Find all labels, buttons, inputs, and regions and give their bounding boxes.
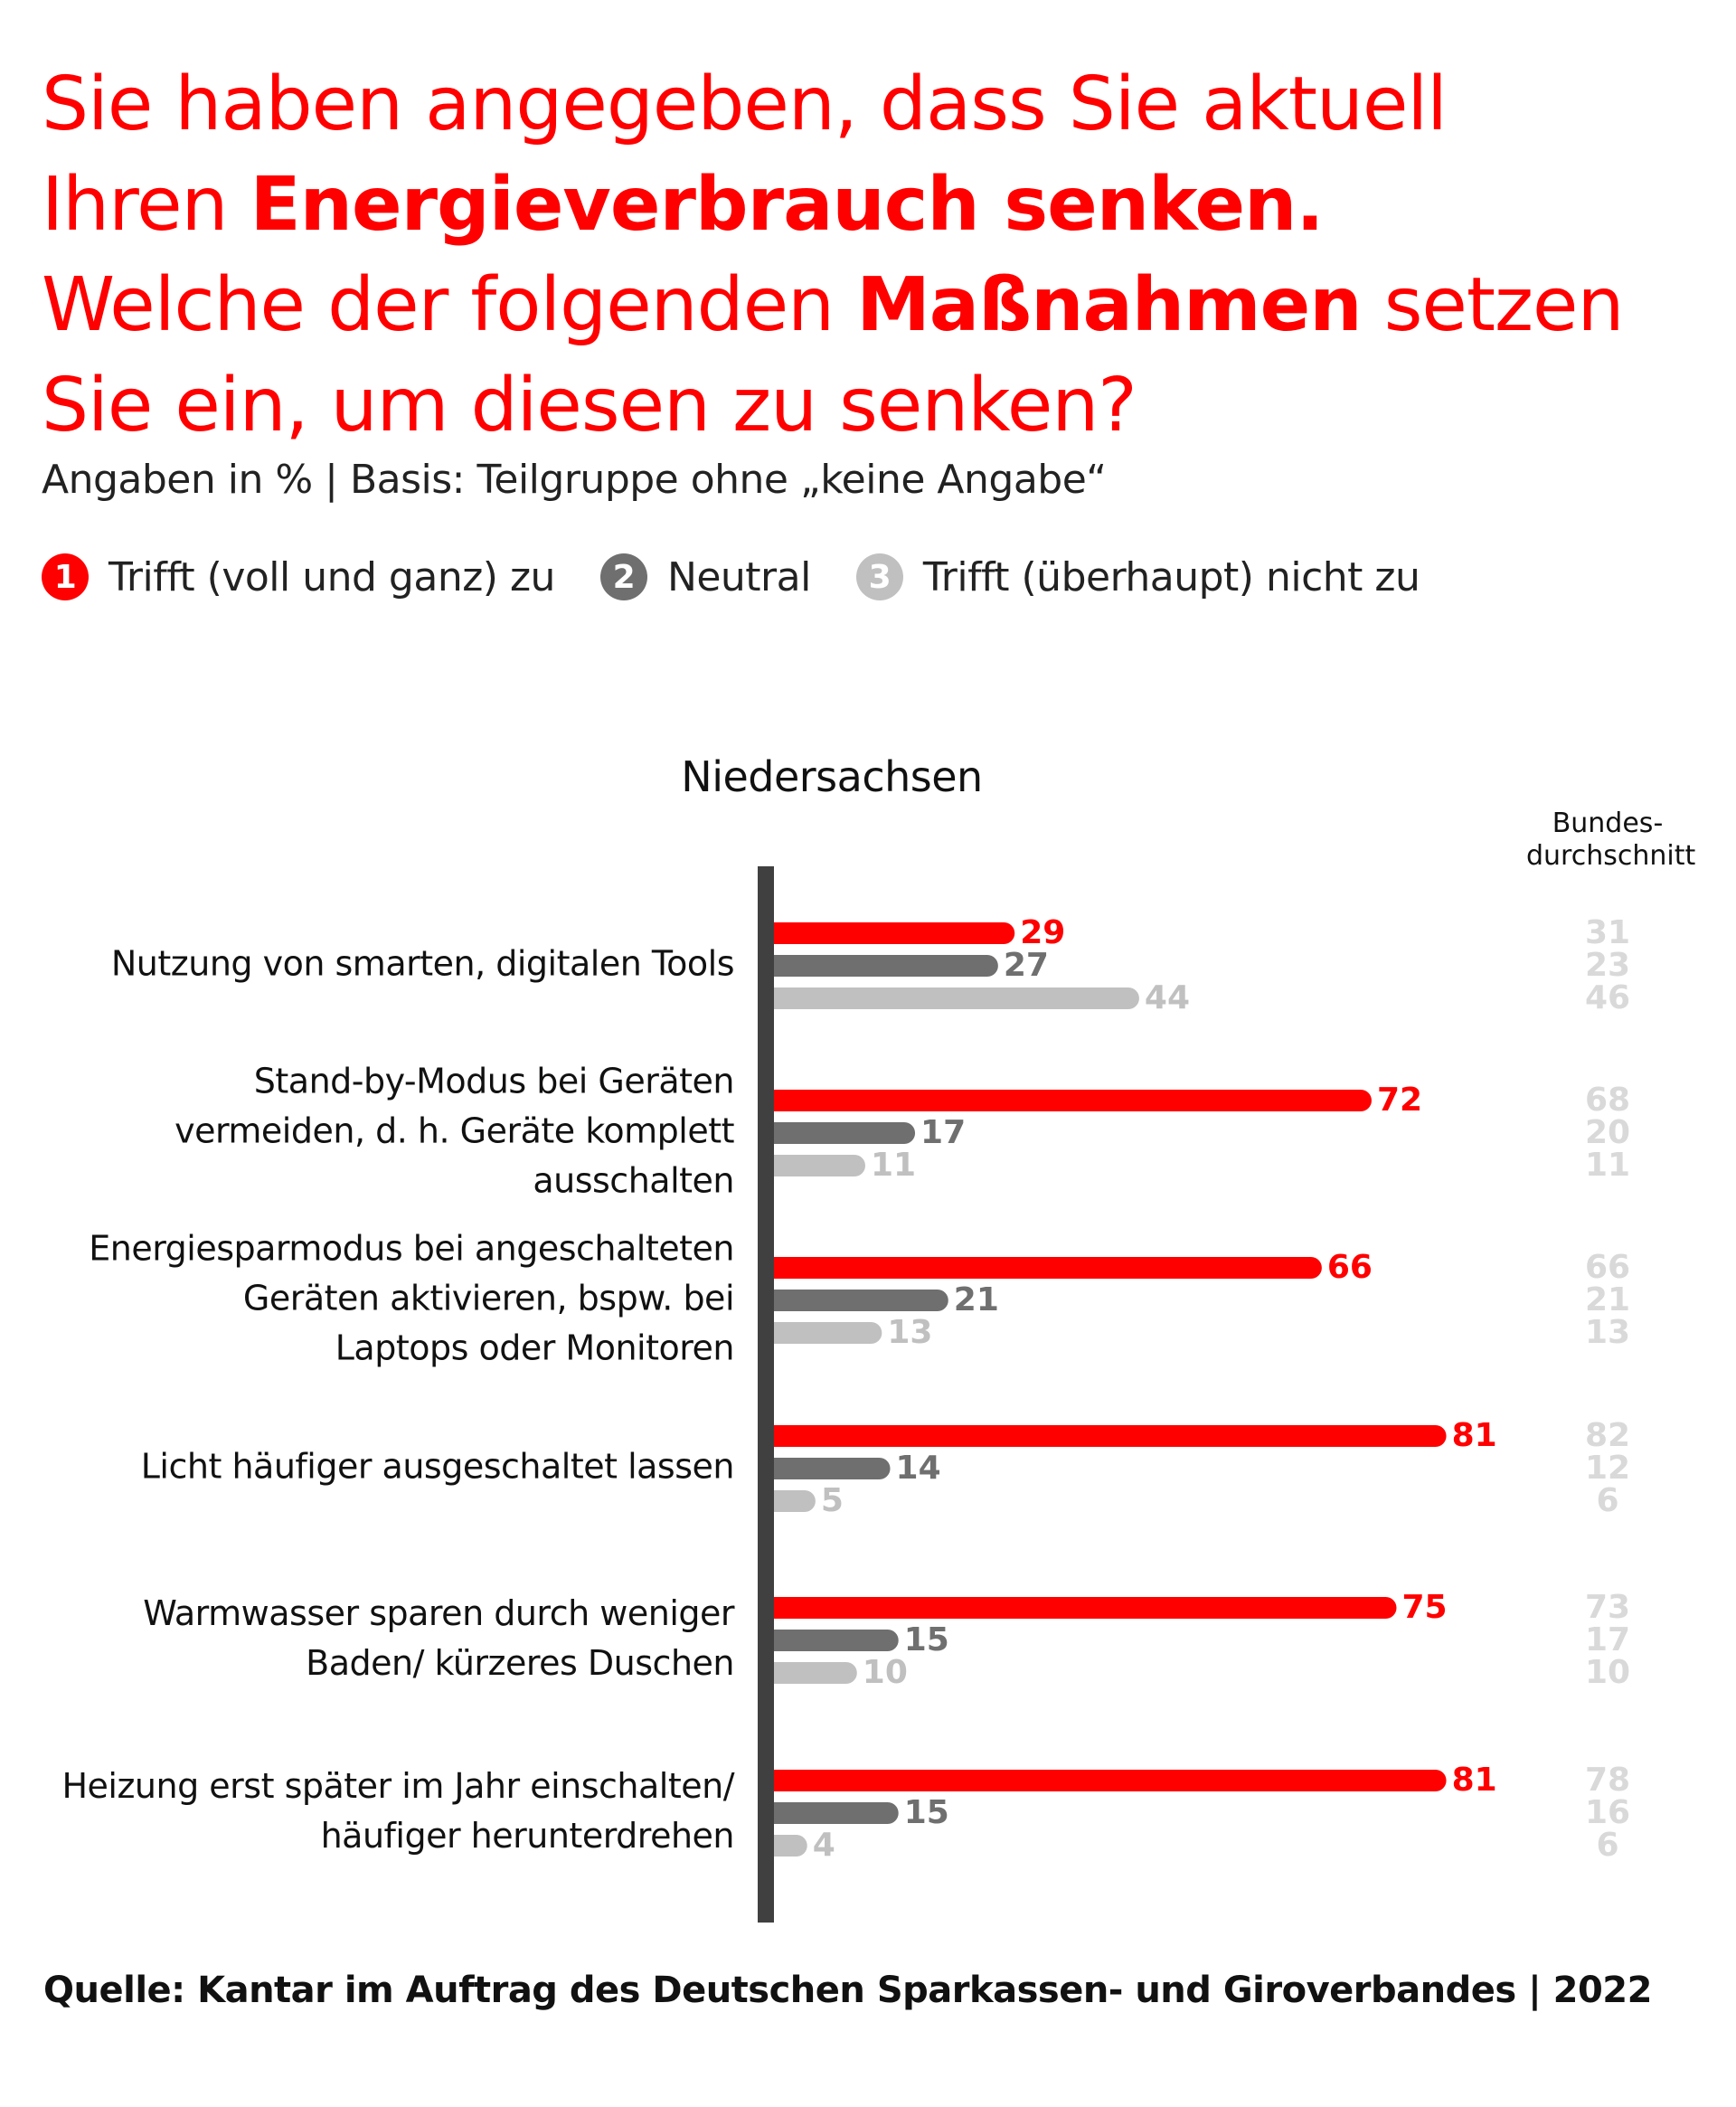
benchmark-value: 23 [1585, 947, 1630, 984]
title-line-2: Ihren Energieverbrauch senken. [42, 155, 1669, 255]
bar-agree [774, 1257, 1322, 1279]
bar-neutral [774, 1630, 899, 1651]
title-line-1: Sie haben angegeben, dass Sie aktuell [42, 61, 1448, 147]
legend-item-disagree: 3 Trifft (überhaupt) nicht zu [855, 553, 1420, 600]
category-label: Laptops oder Monitoren [335, 1328, 734, 1368]
data-label: 13 [887, 1314, 932, 1351]
legend: 1 Trifft (voll und ganz) zu 2 Neutral 3 … [42, 553, 1465, 600]
data-label: 81 [1452, 1417, 1497, 1454]
legend-label: Trifft (voll und ganz) zu [108, 553, 555, 600]
chart-title: Sie haben angegeben, dass Sie aktuell Ih… [42, 54, 1669, 456]
data-label: 44 [1145, 979, 1190, 1016]
bar-neutral [774, 1122, 916, 1144]
data-label: 15 [904, 1621, 949, 1658]
bar-neutral [774, 1290, 948, 1311]
bar-disagree [774, 1835, 807, 1857]
legend-item-neutral: 2 Neutral [599, 553, 811, 600]
title-line-3-bold: Maßnahmen [856, 262, 1362, 348]
bar-agree [774, 1090, 1372, 1111]
benchmark-value: 16 [1585, 1794, 1630, 1831]
data-label: 10 [863, 1654, 908, 1691]
benchmark-header-line-2: durchschnitt [1526, 840, 1696, 872]
region-title: Niedersachsen [681, 752, 983, 801]
data-label: 21 [954, 1281, 999, 1318]
category-label: Nutzung von smarten, digitalen Tools [111, 944, 734, 984]
benchmark-value: 46 [1585, 979, 1630, 1016]
legend-marker-3-icon: 3 [855, 553, 903, 600]
bar-neutral [774, 1458, 891, 1479]
source-footer: Quelle: Kantar im Auftrag des Deutschen … [43, 1970, 1652, 2011]
category-label: Energiesparmodus bei angeschalteten [89, 1229, 734, 1269]
benchmark-value: 78 [1585, 1762, 1630, 1799]
data-label: 11 [871, 1147, 916, 1184]
benchmark-value: 82 [1585, 1417, 1630, 1454]
benchmark-value: 66 [1585, 1249, 1630, 1286]
bar-disagree [774, 1662, 857, 1684]
legend-item-agree: 1 Trifft (voll und ganz) zu [42, 553, 555, 600]
bar-neutral [774, 955, 998, 977]
bar-disagree [774, 1322, 882, 1344]
category-label: vermeiden, d. h. Geräte komplett [175, 1111, 734, 1151]
bar-disagree [774, 1490, 816, 1512]
bar-agree [774, 1770, 1447, 1791]
legend-marker-2-icon: 2 [599, 553, 647, 600]
category-label: Geräten aktivieren, bspw. bei [243, 1279, 734, 1318]
bar-agree [774, 1597, 1397, 1619]
y-axis-line [758, 866, 774, 1923]
bar-agree [774, 1425, 1447, 1447]
legend-label: Trifft (überhaupt) nicht zu [922, 553, 1420, 600]
bar-disagree [774, 1155, 865, 1176]
benchmark-value: 73 [1585, 1589, 1630, 1626]
benchmark-header: Bundes- durchschnitt [1526, 808, 1696, 873]
data-label: 4 [813, 1827, 835, 1864]
data-label: 17 [920, 1114, 966, 1151]
category-label: Stand-by-Modus bei Geräten [254, 1062, 734, 1101]
data-label: 75 [1402, 1589, 1448, 1626]
benchmark-value: 11 [1585, 1147, 1630, 1184]
title-line-3-regular-a: Welche der folgenden [42, 262, 857, 348]
category-label: Licht häufiger ausgeschaltet lassen [141, 1447, 734, 1487]
data-label: 72 [1377, 1082, 1422, 1119]
benchmark-value: 6 [1596, 1482, 1618, 1519]
benchmark-value: 6 [1596, 1827, 1618, 1864]
data-label: 27 [1004, 947, 1049, 984]
benchmark-value: 68 [1585, 1082, 1630, 1119]
bar-neutral [774, 1802, 899, 1824]
category-label: Heizung erst später im Jahr einschalten/ [61, 1766, 734, 1806]
benchmark-value: 10 [1585, 1654, 1630, 1691]
title-line-2-regular: Ihren [42, 162, 250, 248]
benchmark-value: 21 [1585, 1281, 1630, 1318]
data-label: 15 [904, 1794, 949, 1831]
data-label: 14 [896, 1450, 941, 1487]
title-line-2-bold: Energieverbrauch senken. [250, 162, 1325, 248]
category-label: Baden/ kürzeres Duschen [306, 1643, 734, 1683]
data-label: 81 [1452, 1762, 1497, 1799]
bar-disagree [774, 987, 1139, 1009]
benchmark-header-line-1: Bundes- [1552, 808, 1664, 839]
category-label: ausschalten [533, 1161, 734, 1201]
data-label: 5 [821, 1482, 844, 1519]
title-line-3-regular-b: setzen [1361, 262, 1625, 348]
title-line-4: Sie ein, um diesen zu senken? [42, 363, 1137, 449]
benchmark-value: 13 [1585, 1314, 1630, 1351]
benchmark-value: 12 [1585, 1450, 1630, 1487]
legend-label: Neutral [666, 553, 811, 600]
category-label: Warmwasser sparen durch weniger [143, 1593, 735, 1633]
benchmark-value: 20 [1585, 1114, 1630, 1151]
bar-agree [774, 922, 1015, 944]
chart-subtitle: Angaben in % | Basis: Teilgruppe ohne „k… [42, 457, 1107, 503]
benchmark-value: 17 [1585, 1621, 1630, 1658]
data-label: 29 [1020, 914, 1065, 951]
data-label: 66 [1327, 1249, 1373, 1286]
benchmark-value: 31 [1585, 914, 1630, 951]
legend-marker-1-icon: 1 [42, 553, 89, 600]
category-label: häufiger herunterdrehen [321, 1816, 734, 1856]
title-line-3: Welche der folgenden Maßnahmen setzen [42, 255, 1669, 355]
